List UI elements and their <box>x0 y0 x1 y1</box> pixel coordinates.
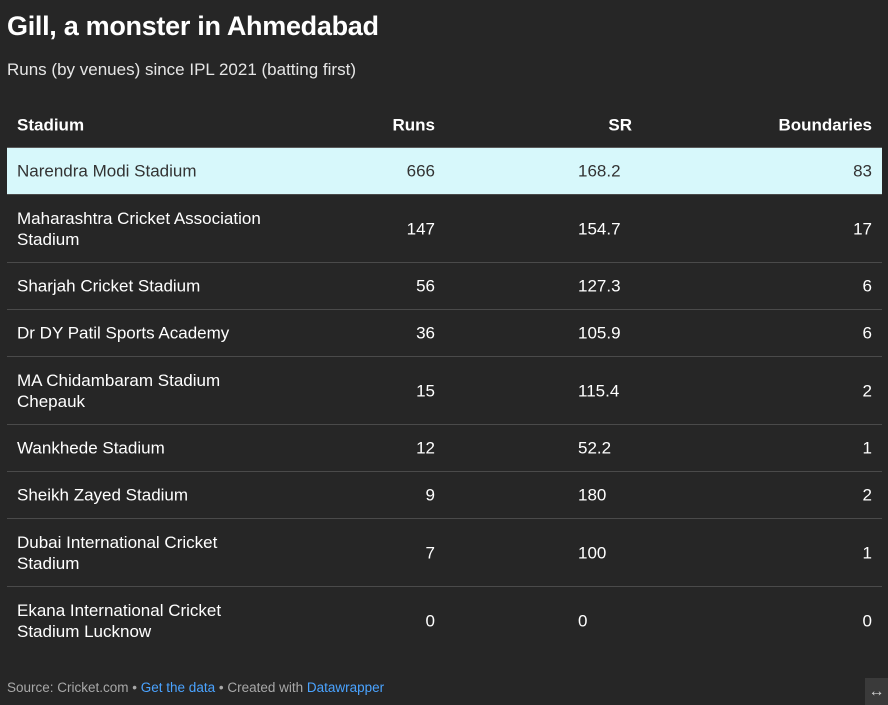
table-row: Wankhede Stadium 12 52.2 1 <box>7 425 882 472</box>
cell-runs: 666 <box>406 161 435 181</box>
header-sr[interactable]: SR <box>608 115 632 135</box>
cell-boundaries: 83 <box>853 161 872 181</box>
get-data-link[interactable]: Get the data <box>140 680 216 695</box>
datawrapper-link[interactable]: Datawrapper <box>306 680 385 695</box>
header-runs[interactable]: Runs <box>392 115 436 135</box>
cell-sr: 127.3 <box>578 276 621 296</box>
cell-boundaries: 0 <box>862 611 872 631</box>
cell-boundaries: 6 <box>862 323 872 343</box>
cell-stadium: Wankhede Stadium <box>17 438 165 458</box>
table-row: Narendra Modi Stadium 666 168.2 83 <box>7 148 882 195</box>
cell-sr: 115.4 <box>578 381 620 400</box>
table-row: Dubai International Cricket Stadium 7 100 1 <box>7 519 882 587</box>
chart-subtitle: Runs (by venues) since IPL 2021 (batting… <box>7 60 356 79</box>
footer-separator: • <box>128 680 141 695</box>
cell-stadium: MA Chidambaram Stadium Chepauk <box>17 370 221 411</box>
chart-title: Gill, a monster in Ahmedabad <box>7 11 379 41</box>
table-row: Sharjah Cricket Stadium 56 127.3 6 <box>7 263 882 310</box>
table-row: Dr DY Patil Sports Academy 36 105.9 6 <box>7 310 882 357</box>
cell-boundaries: 2 <box>862 381 872 400</box>
cell-stadium: Maharashtra Cricket Association Stadium <box>17 208 261 249</box>
cell-runs: 12 <box>416 438 435 458</box>
cell-boundaries: 2 <box>862 485 872 505</box>
expand-icon[interactable]: ↔ <box>865 678 888 705</box>
cell-sr: 168.2 <box>578 161 621 181</box>
cell-stadium: Sheikh Zayed Stadium <box>17 485 189 505</box>
cell-boundaries: 1 <box>862 438 872 458</box>
created-with-text: • Created with <box>215 680 307 695</box>
cell-runs: 9 <box>425 485 435 505</box>
cell-stadium: Dubai International Cricket Stadium <box>17 532 218 573</box>
data-table: Stadium Runs SR Boundaries Narendra Modi… <box>7 103 882 655</box>
cell-boundaries: 6 <box>862 276 872 296</box>
cell-stadium: Ekana International Cricket Stadium Luck… <box>17 601 222 641</box>
table-row: Sheikh Zayed Stadium 9 180 2 <box>7 472 882 519</box>
cell-stadium: Sharjah Cricket Stadium <box>17 276 201 296</box>
table-body: Narendra Modi Stadium 666 168.2 83 Maharasht… <box>7 148 882 655</box>
cell-stadium: Narendra Modi Stadium <box>17 161 197 181</box>
cell-runs: 147 <box>406 219 435 238</box>
footer: Source: Cricket.com • Get the data • Cre… <box>7 680 384 695</box>
cell-runs: 7 <box>425 543 435 562</box>
cell-sr: 180 <box>578 485 607 505</box>
cell-boundaries: 17 <box>853 219 872 238</box>
cell-sr: 154.7 <box>578 219 621 238</box>
cell-runs: 15 <box>416 381 435 400</box>
cell-runs: 36 <box>416 323 435 343</box>
cell-runs: 0 <box>425 611 435 631</box>
table-header: Stadium Runs SR Boundaries <box>7 103 882 148</box>
table-row: Maharashtra Cricket Association Stadium 1… <box>7 195 882 263</box>
cell-sr: 105.9 <box>578 323 621 343</box>
header-boundaries[interactable]: Boundaries <box>778 115 872 135</box>
source-text: Source: Cricket.com <box>7 680 129 695</box>
header-stadium[interactable]: Stadium <box>17 115 85 135</box>
cell-sr: 100 <box>578 543 607 562</box>
cell-sr: 52.2 <box>578 438 612 458</box>
cell-stadium: Dr DY Patil Sports Academy <box>17 323 230 343</box>
table-row: MA Chidambaram Stadium Chepauk 15 115.4 2 <box>7 357 882 425</box>
cell-runs: 56 <box>416 276 435 296</box>
table-row: Ekana International Cricket Stadium Luck… <box>7 587 882 655</box>
cell-boundaries: 1 <box>862 543 872 562</box>
cell-sr: 0 <box>578 611 588 631</box>
